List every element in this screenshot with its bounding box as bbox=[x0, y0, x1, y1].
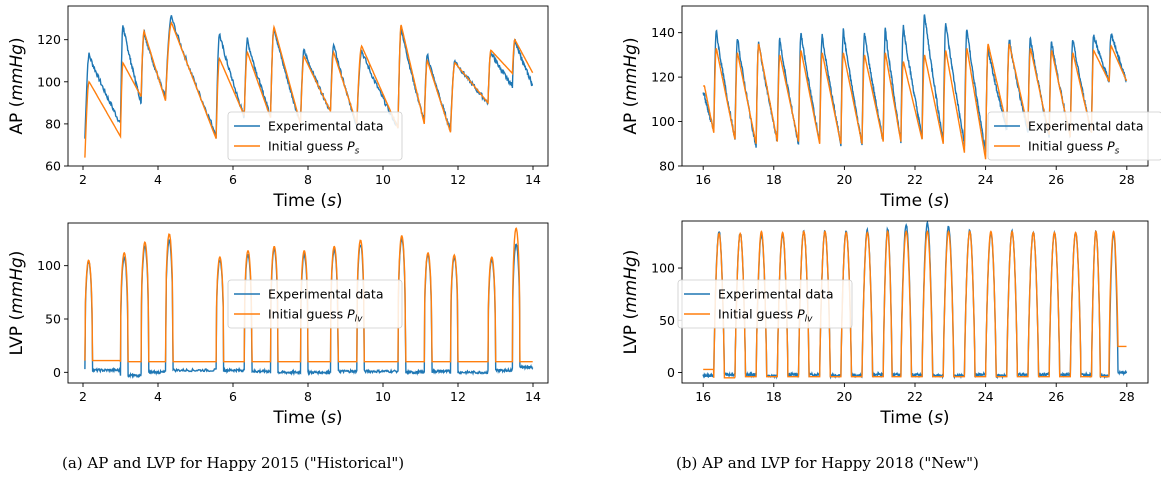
x-tick-label: 22 bbox=[907, 172, 923, 187]
x-tick-label: 12 bbox=[450, 389, 466, 404]
y-tick-label: 100 bbox=[651, 114, 675, 129]
legend-label-experimental: Experimental data bbox=[718, 287, 834, 302]
x-tick-label: 26 bbox=[1048, 389, 1064, 404]
series-experimental-line bbox=[84, 15, 534, 139]
x-tick-label: 6 bbox=[229, 389, 237, 404]
x-tick-label: 18 bbox=[766, 389, 782, 404]
y-tick-label: 120 bbox=[37, 32, 61, 47]
caption-b: (b) AP and LVP for Happy 2018 ("New") bbox=[676, 454, 979, 472]
legend-box bbox=[677, 279, 853, 329]
legend-label-initial-guess: Initial guess Plv bbox=[718, 307, 813, 325]
series-initial-guess-line bbox=[703, 43, 1128, 160]
legend-box bbox=[987, 111, 1161, 161]
x-tick-label: 18 bbox=[766, 172, 782, 187]
x-tick-label: 2 bbox=[79, 172, 87, 187]
x-axis-label: Time (s) bbox=[272, 191, 342, 211]
x-tick-label: 22 bbox=[907, 389, 923, 404]
y-tick-label: 0 bbox=[53, 365, 61, 380]
x-tick-label: 20 bbox=[836, 389, 852, 404]
x-tick-label: 4 bbox=[154, 389, 162, 404]
x-tick-label: 16 bbox=[695, 172, 711, 187]
y-tick-label: 80 bbox=[659, 159, 675, 174]
y-axis-label: LVP (mmHg) bbox=[621, 250, 641, 355]
panel-ap-2018: 16 18 20 22 24 26 28 80 100 120 140 Time (s) AP (mmH… bbox=[621, 5, 1161, 211]
x-tick-label: 28 bbox=[1119, 172, 1135, 187]
legend: Experimental data Initial guess Plv bbox=[227, 279, 403, 329]
legend: Experimental data Initial guess Ps bbox=[987, 111, 1161, 161]
x-tick-label: 8 bbox=[304, 389, 312, 404]
x-tick-label: 16 bbox=[695, 389, 711, 404]
x-tick-label: 20 bbox=[836, 172, 852, 187]
series-initial-guess-line bbox=[84, 21, 534, 158]
legend: Experimental data Initial guess Plv bbox=[677, 279, 853, 329]
legend-label-initial-guess: Initial guess Ps bbox=[1028, 139, 1120, 157]
y-tick-label: 100 bbox=[651, 261, 675, 276]
series-initial-guess-line bbox=[703, 229, 1127, 379]
y-axis-label: LVP (mmHg) bbox=[7, 251, 27, 356]
legend-label-initial-guess: Initial guess Plv bbox=[268, 307, 363, 325]
x-tick-label: 10 bbox=[375, 389, 391, 404]
x-axis-label: Time (s) bbox=[879, 408, 949, 428]
y-tick-label: 100 bbox=[37, 258, 61, 273]
y-tick-label: 140 bbox=[651, 25, 675, 40]
x-tick-label: 8 bbox=[304, 172, 312, 187]
x-tick-label: 28 bbox=[1119, 389, 1135, 404]
legend-box bbox=[227, 111, 403, 161]
x-tick-label: 6 bbox=[229, 172, 237, 187]
x-tick-label: 10 bbox=[375, 172, 391, 187]
legend-label-experimental: Experimental data bbox=[1028, 119, 1144, 134]
x-tick-label: 24 bbox=[978, 389, 994, 404]
legend-label-experimental: Experimental data bbox=[268, 119, 384, 134]
series-experimental-line bbox=[84, 235, 534, 379]
y-tick-label: 100 bbox=[37, 74, 61, 89]
y-axis-label: AP (mmHg) bbox=[621, 37, 641, 134]
series-initial-guess-line bbox=[84, 227, 533, 363]
panel-ap-2015: 2 4 6 8 10 12 14 60 80 100 120 Time (s) AP (mmHg) Exp… bbox=[7, 5, 549, 211]
legend-label-initial-guess: Initial guess Ps bbox=[268, 139, 360, 157]
y-tick-label: 60 bbox=[45, 159, 61, 174]
y-tick-label: 50 bbox=[45, 312, 61, 327]
caption-a: (a) AP and LVP for Happy 2015 ("Historic… bbox=[62, 454, 405, 472]
x-tick-label: 4 bbox=[154, 172, 162, 187]
x-tick-label: 26 bbox=[1048, 172, 1064, 187]
x-tick-label: 24 bbox=[978, 172, 994, 187]
x-axis-label: Time (s) bbox=[879, 191, 949, 211]
y-axis-label: AP (mmHg) bbox=[7, 37, 27, 134]
x-axis-label: Time (s) bbox=[272, 408, 342, 428]
y-tick-label: 120 bbox=[651, 70, 675, 85]
legend: Experimental data Initial guess Ps bbox=[227, 111, 403, 161]
x-tick-label: 14 bbox=[525, 172, 541, 187]
y-tick-label: 50 bbox=[659, 313, 675, 328]
y-tick-label: 0 bbox=[667, 365, 675, 380]
x-tick-label: 2 bbox=[79, 389, 87, 404]
legend-box bbox=[227, 279, 403, 329]
panel-lvp-2015: 2 4 6 8 10 12 14 0 50 100 Time (s) LVP (mmHg) Experi… bbox=[7, 222, 549, 428]
x-tick-label: 14 bbox=[525, 389, 541, 404]
panel-lvp-2018: 16 18 20 22 24 26 28 0 50 100 Time (s) LVP (mmHg) Ex… bbox=[621, 220, 1149, 428]
legend-label-experimental: Experimental data bbox=[268, 287, 384, 302]
x-tick-label: 12 bbox=[450, 172, 466, 187]
y-tick-label: 80 bbox=[45, 116, 61, 131]
